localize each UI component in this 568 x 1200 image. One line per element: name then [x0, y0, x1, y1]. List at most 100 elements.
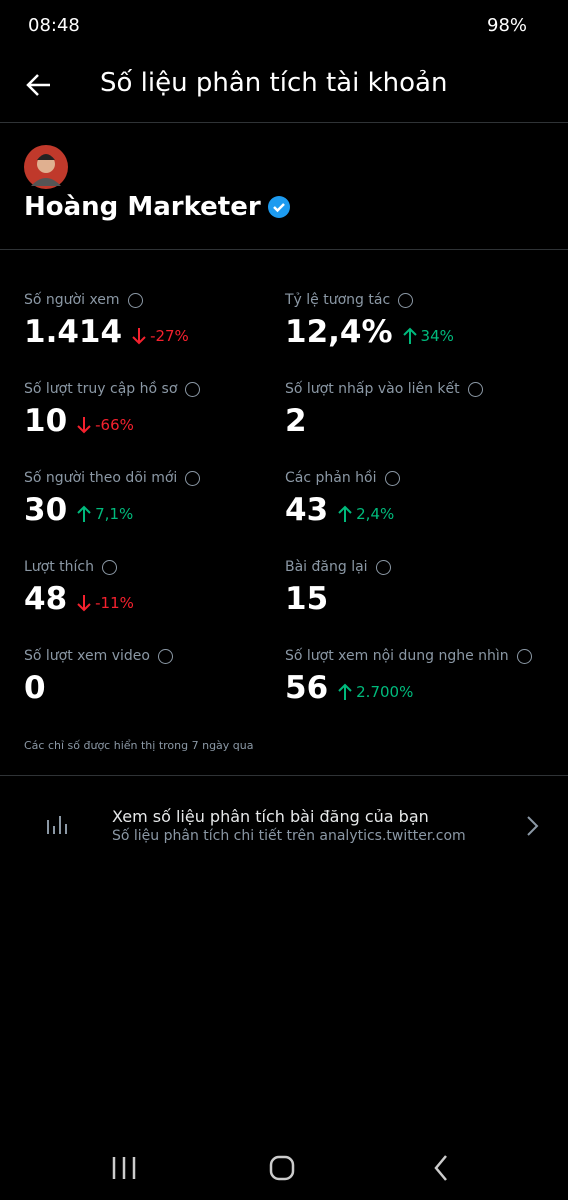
- metric-label: Số lượt xem nội dung nghe nhìn: [285, 648, 532, 664]
- arrow-up: [338, 505, 352, 522]
- divider: [0, 122, 568, 123]
- metric-change-text: -11%: [95, 594, 134, 612]
- metric-change-text: 34%: [420, 327, 454, 345]
- metric-row: 0: [24, 670, 173, 706]
- metric-label: Lượt thích: [24, 559, 134, 575]
- arrow-down: [77, 417, 91, 434]
- metric-label-text: Tỷ lệ tương tác: [285, 292, 391, 308]
- chart-icon: [47, 816, 67, 834]
- metric: Số lượt nhấp vào liên kết 2: [285, 381, 483, 439]
- metric-label: Số người xem: [24, 292, 189, 308]
- metric-row: 56 2.700%: [285, 670, 532, 706]
- metric: Số lượt truy cập hồ sơ 10 -66%: [24, 381, 201, 439]
- arrow-down: [77, 595, 91, 612]
- metric-label: Số lượt truy cập hồ sơ: [24, 381, 201, 397]
- metric-value: 15: [285, 581, 329, 617]
- metric: Số người xem 1.414 -27%: [24, 292, 189, 350]
- metric-label-text: Các phản hồi: [285, 470, 377, 486]
- metric-change-text: 2,4%: [356, 505, 395, 523]
- metric-row: 2: [285, 403, 483, 439]
- metric-label-text: Số người xem: [24, 292, 120, 308]
- metric-label-text: Lượt thích: [24, 559, 94, 575]
- metric-value: 12,4%: [285, 314, 393, 350]
- metric-change-text: 2.700%: [356, 683, 414, 701]
- metric-label: Bài đăng lại: [285, 559, 391, 575]
- metric-change: 2,4%: [338, 505, 394, 523]
- info-icon[interactable]: [185, 470, 201, 486]
- metric-value: 1.414: [24, 314, 123, 350]
- metric-change: 7,1%: [77, 505, 133, 523]
- metric-row: 1.414 -27%: [24, 314, 189, 350]
- metric-change-text: -66%: [95, 416, 134, 434]
- info-icon[interactable]: [384, 470, 400, 486]
- nav-bar: [112, 1155, 447, 1181]
- metric-label-text: Số lượt nhấp vào liên kết: [285, 381, 460, 397]
- metric-value: 10: [24, 403, 68, 439]
- metric-change-text: -27%: [150, 327, 189, 345]
- metric-value: 48: [24, 581, 68, 617]
- metric-change: 34%: [402, 327, 454, 345]
- home[interactable]: [269, 1155, 295, 1181]
- metric: Lượt thích 48 -11%: [24, 559, 134, 617]
- metric-change: 2.700%: [338, 683, 413, 701]
- metric-value: 43: [285, 492, 329, 528]
- metric: Số lượt xem nội dung nghe nhìn 56 2.700%: [285, 648, 532, 706]
- metric-row: 10 -66%: [24, 403, 200, 439]
- metric-label: Số lượt nhấp vào liên kết: [285, 381, 483, 397]
- metric-row: 12,4% 34%: [285, 314, 454, 350]
- metric-row: 30 7,1%: [24, 492, 200, 528]
- info-icon[interactable]: [127, 292, 143, 308]
- info-icon[interactable]: [157, 648, 173, 664]
- metric-value: 2: [285, 403, 307, 439]
- info-icon[interactable]: [516, 648, 532, 664]
- divider: [0, 249, 568, 250]
- chevron: [527, 816, 539, 836]
- metric-label-text: Bài đăng lại: [285, 559, 368, 575]
- metric: Số người theo dõi mới 30 7,1%: [24, 470, 201, 528]
- metric-value: 30: [24, 492, 68, 528]
- info-icon[interactable]: [185, 381, 201, 397]
- metric: Các phản hồi 43 2,4%: [285, 470, 400, 528]
- metric: Tỷ lệ tương tác 12,4% 34%: [285, 292, 454, 350]
- metric-change-text: 7,1%: [95, 505, 134, 523]
- profile-name: Hoàng Marketer: [24, 192, 261, 222]
- info-icon[interactable]: [375, 559, 391, 575]
- note: Các chỉ số được hiển thị trong 7 ngày qu…: [24, 739, 254, 752]
- link-subtitle: Số liệu phân tích chi tiết trên analytic…: [112, 828, 466, 844]
- metric-row: 48 -11%: [24, 581, 134, 617]
- back-button[interactable]: [22, 70, 54, 100]
- arrow-up: [402, 327, 417, 344]
- info-icon[interactable]: [398, 292, 414, 308]
- metric-label: Số người theo dõi mới: [24, 470, 201, 486]
- metric-value: 56: [285, 670, 329, 706]
- metric-label-text: Số người theo dõi mới: [24, 470, 178, 486]
- metric-row: 43 2,4%: [285, 492, 400, 528]
- profile-row: Hoàng Marketer: [24, 192, 291, 222]
- metric-label-text: Số lượt xem nội dung nghe nhìn: [285, 648, 509, 664]
- link-title: Xem số liệu phân tích bài đăng của bạn: [112, 807, 429, 826]
- analytics-link[interactable]: Xem số liệu phân tích bài đăng của bạn S…: [0, 790, 568, 862]
- metric-label: Các phản hồi: [285, 470, 400, 486]
- info-icon[interactable]: [467, 381, 483, 397]
- metric-row: 15: [285, 581, 391, 617]
- battery: 98%: [487, 15, 528, 36]
- divider: [0, 775, 568, 776]
- arrow-up: [338, 683, 352, 700]
- metric-change: -11%: [77, 594, 134, 612]
- recent-apps[interactable]: [112, 1157, 136, 1179]
- info-icon[interactable]: [102, 559, 117, 575]
- metric-label-text: Số lượt truy cập hồ sơ: [24, 381, 178, 397]
- metric: Bài đăng lại 15: [285, 559, 391, 617]
- page-title: Số liệu phân tích tài khoản: [100, 68, 448, 98]
- verified-badge: [267, 196, 290, 218]
- back[interactable]: [434, 1155, 447, 1181]
- metric-label: Tỷ lệ tương tác: [285, 292, 454, 308]
- metric-change: -27%: [132, 327, 189, 345]
- metric-label: Số lượt xem video: [24, 648, 173, 664]
- avatar[interactable]: [23, 144, 69, 190]
- metric: Số lượt xem video 0: [24, 648, 173, 706]
- metric-label-text: Số lượt xem video: [24, 648, 150, 664]
- arrow-down: [132, 328, 146, 345]
- metric-value: 0: [24, 670, 46, 706]
